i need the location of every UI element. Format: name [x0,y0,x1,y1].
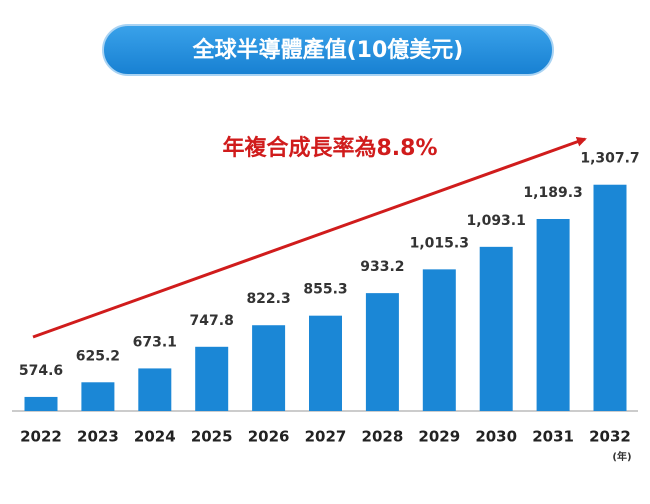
bar [138,368,172,411]
x-tick-label: 2025 [191,428,233,446]
value-label: 1,189.3 [523,185,582,201]
bar [309,315,342,411]
bar [81,382,115,411]
x-tick-label: 2030 [475,428,517,446]
x-tick-label: 2026 [248,428,290,446]
value-label: 1,307.7 [580,151,639,167]
bar [24,396,58,411]
value-label: 1,093.1 [467,213,526,229]
x-tick-label: 2027 [305,428,347,446]
x-tick-label: 2032 [589,428,631,446]
trend-arrow [32,136,587,339]
x-tick-label: 2024 [134,428,176,446]
x-tick-label: 2023 [77,428,119,446]
bar [536,218,570,411]
value-label: 1,015.3 [410,235,469,251]
chart-title: 全球半導體產值(10億美元) [192,37,464,63]
x-tick-label: 2029 [418,428,460,446]
x-unit: (年) [612,450,631,463]
value-label: 574.6 [19,363,63,379]
value-label: 673.1 [133,334,177,350]
value-label: 747.8 [190,313,234,329]
value-label: 822.3 [246,291,290,307]
bar [593,184,627,411]
bar [195,346,229,411]
value-label: 855.3 [303,282,347,298]
bar [365,293,399,411]
annotation: 年複合成長率為8.8% [222,135,437,161]
bar [252,325,286,411]
bar [422,269,456,411]
value-label: 933.2 [360,259,404,275]
value-label: 625.2 [76,348,120,364]
x-tick-label: 2031 [532,428,574,446]
bar [479,246,513,411]
x-tick-label: 2028 [362,428,404,446]
title-pill [102,24,554,76]
x-tick-label: 2022 [20,428,62,446]
